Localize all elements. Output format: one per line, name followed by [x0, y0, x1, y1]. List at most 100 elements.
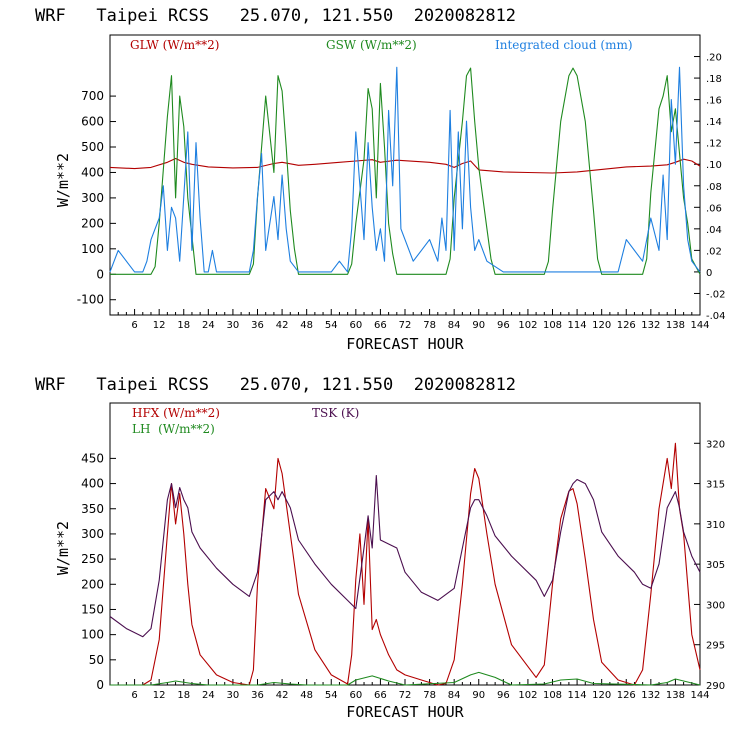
x-tick-label: 48 [300, 320, 313, 331]
y2-tick-label: .14 [706, 117, 722, 128]
x-tick-label: 24 [202, 690, 215, 701]
y2-tick-label: .02 [706, 246, 722, 257]
x-tick-label: 96 [497, 690, 510, 701]
x-tick-label: 90 [472, 320, 485, 331]
chart2-left-axis: 0 50 100 150 200 250 300 350 400 450 [81, 451, 116, 692]
y-tick-label: -100 [77, 293, 104, 307]
y2-tick-label: .12 [706, 139, 722, 150]
x-tick-label: 102 [518, 320, 537, 331]
x-tick-label: 108 [543, 320, 562, 331]
y2-tick-label: 300 [706, 600, 725, 611]
x-tick-label: 120 [592, 690, 611, 701]
x-tick-label: 18 [177, 690, 190, 701]
series-line-lh [110, 671, 701, 686]
chart2-x-axis: 6 12 18 24 30 36 42 48 54 60 66 72 78 84 90 96 102 108 114… [109, 679, 710, 701]
chart2-series [109, 442, 701, 686]
y-tick-label: 100 [81, 628, 104, 642]
y-tick-label: 300 [81, 527, 104, 541]
y-tick-label: 150 [81, 602, 104, 616]
x-tick-label: 132 [641, 690, 660, 701]
chart1-legend-cloud: Integrated cloud (mm) [495, 38, 633, 52]
chart-fluxes: WRF Taipei RCSS 25.070, 121.550 20200828… [35, 375, 725, 721]
x-tick-label: 36 [251, 320, 264, 331]
chart2-legend-hfx: HFX (W/m**2) [132, 406, 220, 420]
chart1-legend-glw: GLW (W/m**2) [130, 38, 219, 52]
x-tick-label: 84 [448, 690, 461, 701]
x-tick-label: 66 [374, 690, 387, 701]
y2-tick-label: 310 [706, 520, 725, 531]
x-tick-label: 72 [399, 320, 412, 331]
series-line-hfx [110, 442, 701, 686]
y2-tick-label: .06 [706, 203, 722, 214]
x-tick-label: 30 [227, 690, 240, 701]
y-tick-label: 100 [81, 242, 104, 256]
x-tick-label: 144 [690, 690, 709, 701]
x-tick-label: 102 [518, 690, 537, 701]
y2-tick-label: 305 [706, 560, 725, 571]
x-tick-label: 138 [666, 690, 685, 701]
x-tick-label: 96 [497, 320, 510, 331]
chart1-series [109, 66, 701, 275]
x-tick-label: 84 [448, 320, 461, 331]
chart2-ylabel: W/m**2 [54, 521, 72, 575]
series-line-integrated-cloud [109, 66, 701, 273]
chart1-xlabel: FORECAST HOUR [346, 335, 464, 353]
y2-tick-label: 320 [706, 439, 725, 450]
x-tick-label: 6 [131, 690, 137, 701]
y2-tick-label: 0 [706, 268, 712, 279]
x-tick-label: 12 [153, 690, 166, 701]
x-tick-label: 138 [666, 320, 685, 331]
x-tick-label: 120 [592, 320, 611, 331]
x-tick-label: 90 [472, 690, 485, 701]
chart1-plot-frame [109, 34, 701, 316]
y2-tick-label: -.04 [706, 311, 726, 322]
x-tick-label: 54 [325, 690, 338, 701]
chart2-title: WRF Taipei RCSS 25.070, 121.550 20200828… [35, 375, 516, 395]
chart2-legend-tsk: TSK (K) [312, 406, 359, 420]
chart1-left-axis: -100 0 100 200 300 400 500 600 700 [77, 89, 116, 307]
x-tick-label: 18 [177, 320, 190, 331]
y-tick-label: 450 [81, 451, 104, 465]
y2-tick-label: 290 [706, 681, 725, 692]
chart1-x-axis: 6 12 18 24 30 36 42 48 54 60 66 72 78 84 90 96 102 108 114… [109, 309, 710, 331]
x-tick-label: 78 [423, 320, 436, 331]
y-tick-label: 600 [81, 115, 104, 129]
x-tick-label: 132 [641, 320, 660, 331]
chart1-title: WRF Taipei RCSS 25.070, 121.550 20200828… [35, 6, 516, 26]
x-tick-label: 108 [543, 690, 562, 701]
y-tick-label: 350 [81, 502, 104, 516]
series-line-tsk [109, 474, 701, 638]
x-tick-label: 66 [374, 320, 387, 331]
chart2-legend-lh: LH (W/m**2) [132, 422, 215, 436]
y2-tick-label: -.02 [706, 289, 726, 300]
x-tick-label: 6 [131, 320, 137, 331]
y2-tick-label: .10 [706, 160, 722, 171]
x-tick-label: 114 [568, 320, 587, 331]
y2-tick-label: 315 [706, 480, 725, 491]
y2-tick-label: .20 [706, 53, 722, 64]
y-tick-label: 500 [81, 140, 104, 154]
chart1-ylabel: W/m**2 [54, 153, 72, 207]
chart2-right-axis: 290 295 300 305 310 315 320 [694, 439, 725, 692]
x-tick-label: 36 [251, 690, 264, 701]
x-tick-label: 126 [617, 320, 636, 331]
chart-radiation: WRF Taipei RCSS 25.070, 121.550 20200828… [35, 6, 726, 353]
x-tick-label: 42 [276, 320, 289, 331]
y-tick-label: 250 [81, 552, 104, 566]
y2-tick-label: .04 [706, 225, 722, 236]
series-line-glw [109, 157, 701, 174]
y2-tick-label: .08 [706, 182, 722, 193]
x-tick-label: 60 [349, 320, 362, 331]
y-tick-label: 200 [81, 577, 104, 591]
y-tick-label: 400 [81, 477, 104, 491]
x-tick-label: 24 [202, 320, 215, 331]
y-tick-label: 200 [81, 216, 104, 230]
x-tick-label: 144 [690, 320, 709, 331]
chart1-legend-gsw: GSW (W/m**2) [326, 38, 417, 52]
x-tick-label: 30 [227, 320, 240, 331]
x-tick-label: 12 [153, 320, 166, 331]
x-tick-label: 48 [300, 690, 313, 701]
series-line-gsw [110, 67, 701, 275]
x-tick-label: 126 [617, 690, 636, 701]
